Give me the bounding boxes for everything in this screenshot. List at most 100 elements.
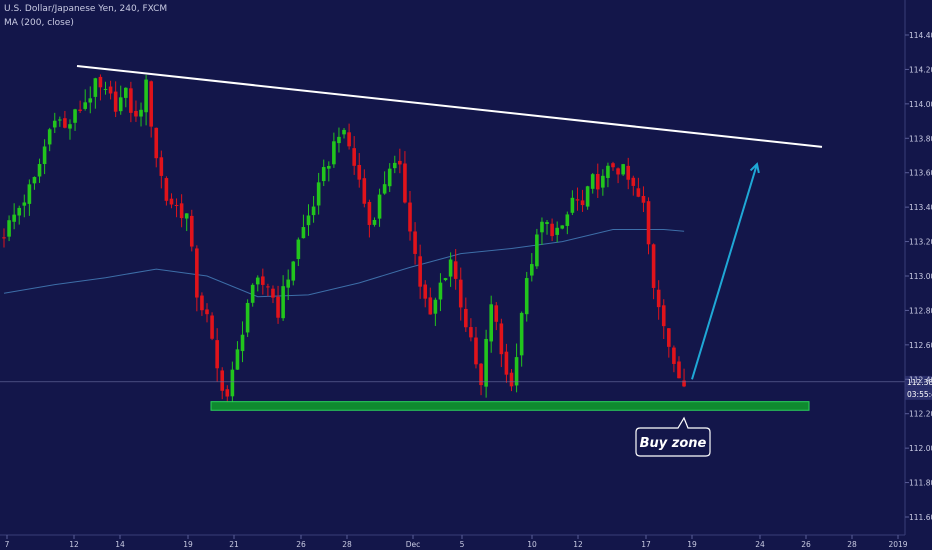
price-tick-label: 113.000 (909, 272, 932, 281)
indicator-label: MA (200, close) (4, 18, 74, 28)
candle-body (540, 221, 544, 233)
candle-body (387, 168, 392, 187)
candle-body (565, 214, 570, 226)
candle-body (504, 351, 509, 375)
countdown-value: 03:55:45 (907, 390, 932, 399)
candle-body (667, 328, 671, 347)
buy-zone-rect (210, 401, 810, 411)
candle-body (682, 380, 686, 387)
candle-body (240, 334, 245, 352)
candle-body (337, 136, 341, 144)
candle-body (205, 309, 209, 315)
candle-body (367, 201, 372, 225)
candle-body (448, 259, 453, 277)
candle-body (281, 286, 285, 319)
candle-body (27, 184, 32, 204)
candle-body (32, 176, 37, 184)
candle-body (611, 163, 615, 168)
candle-body (656, 289, 661, 308)
candle-body (570, 197, 575, 213)
candle-body (134, 110, 138, 117)
candle-body (606, 165, 610, 178)
candle-body (499, 323, 504, 355)
candle-body (327, 166, 331, 169)
candle-body (601, 175, 605, 188)
projection-arrow[interactable] (691, 163, 758, 380)
candle-body (42, 146, 47, 165)
candle-body (575, 199, 580, 201)
candle-body (276, 296, 280, 318)
candle-body (296, 239, 301, 260)
candle-body (377, 194, 382, 219)
candle-body (433, 299, 438, 314)
candle-body (418, 256, 422, 287)
time-tick-label: 19 (183, 540, 193, 549)
candle-body (398, 160, 402, 165)
price-tick-label: 112.800 (909, 306, 932, 315)
candle-body (677, 361, 681, 379)
price-tick-label: 112.600 (909, 341, 932, 350)
ma200-line (3, 229, 685, 298)
candle-body (271, 288, 275, 298)
candle-body (392, 162, 397, 169)
candle-body (291, 261, 296, 281)
candle-body (651, 244, 656, 288)
candle-body (479, 363, 483, 386)
price-tick-label: 112.200 (909, 410, 932, 419)
time-tick-label: 19 (687, 540, 697, 549)
candle-body (469, 327, 473, 338)
candle-body (144, 79, 148, 113)
candle-body (195, 248, 199, 298)
buy-zone-label: Buy zone (640, 436, 707, 451)
price-tick-label: 111.800 (909, 479, 932, 488)
candle-body (113, 91, 118, 112)
time-tick-label: 24 (755, 540, 765, 549)
candle-body (184, 213, 189, 219)
candle-body (321, 167, 326, 182)
candle-body (474, 337, 478, 365)
candle-body (22, 202, 27, 206)
last-price-value: 112.385 (907, 378, 932, 387)
candle-body (154, 127, 159, 159)
candle-body (93, 78, 98, 97)
last-price-badge (905, 375, 932, 388)
price-tick-label: 112.400 (909, 375, 932, 384)
time-tick-label: 26 (296, 540, 306, 549)
candle-body (408, 202, 412, 232)
price-tick-label: 113.800 (909, 134, 932, 143)
candle-body (347, 132, 351, 147)
candle-body (514, 357, 519, 386)
candle-body (342, 129, 346, 135)
candle-body (560, 225, 565, 229)
candle-body (235, 349, 240, 370)
candle-body (118, 97, 123, 112)
resistance-trendline[interactable] (76, 64, 823, 148)
candle-body (443, 278, 448, 281)
time-tick-label: 28 (847, 540, 857, 549)
candle-body (616, 168, 620, 175)
candle-body (545, 222, 549, 225)
time-tick-label: 2019 (888, 540, 907, 549)
buy-zone-callout (635, 416, 711, 457)
chart-title: U.S. Dollar/Japanese Yen, 240, FXCM (4, 4, 168, 14)
candle-body (250, 284, 255, 303)
candle-body (636, 188, 641, 197)
time-tick-label: 17 (641, 540, 651, 549)
price-tick-label: 114.400 (909, 31, 932, 40)
candle-body (519, 312, 524, 356)
candle-body (17, 207, 22, 216)
candle-body (535, 234, 539, 267)
candle-body (458, 279, 463, 308)
candle-body (464, 308, 468, 328)
candle-body (306, 215, 311, 226)
price-tick-label: 113.200 (909, 238, 932, 247)
candle-body (403, 163, 407, 203)
candle-body (530, 264, 534, 276)
price-tick-label: 112.000 (909, 444, 932, 453)
projection-arrow-head (749, 162, 760, 174)
candle-body (52, 120, 57, 128)
candle-body (672, 347, 676, 364)
candle-body (139, 109, 143, 117)
time-tick-label: 7 (5, 540, 10, 549)
